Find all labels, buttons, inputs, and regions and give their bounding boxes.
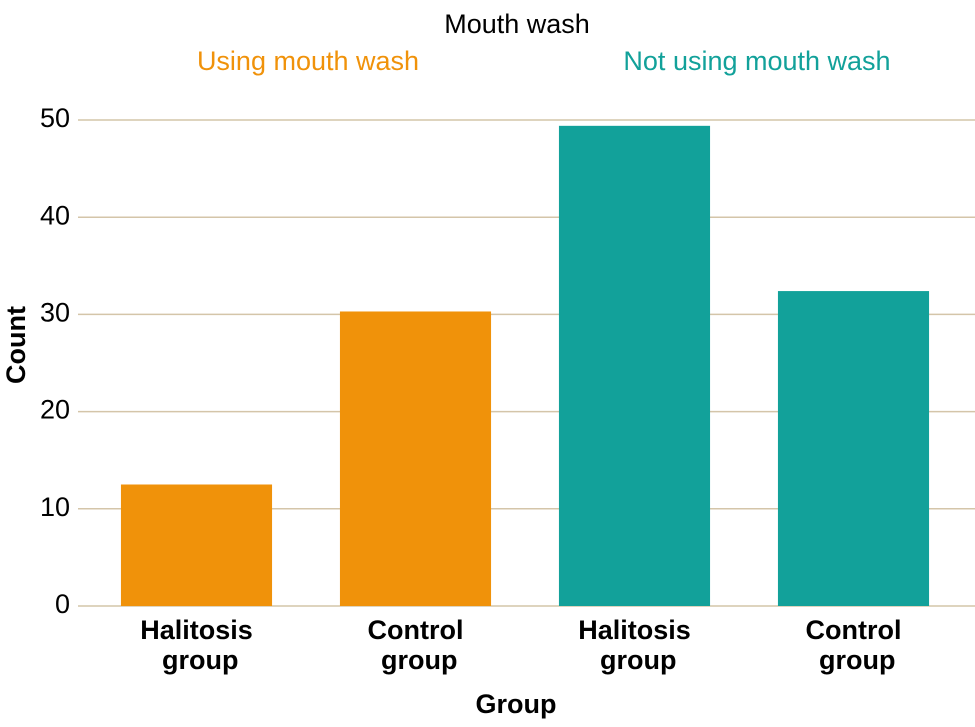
- y-tick-label: 40: [40, 200, 70, 230]
- x-tick-label: Control group: [368, 615, 464, 675]
- x-tick-label: Halitosis group: [578, 615, 691, 675]
- x-tick-label: Halitosis group: [140, 615, 253, 675]
- y-tick-label: 20: [40, 395, 70, 425]
- x-tick-label: Control group: [806, 615, 902, 675]
- y-tick-label: 50: [40, 103, 70, 133]
- legend-entry: Not using mouth wash: [623, 46, 890, 76]
- legend-entry: Using mouth wash: [197, 46, 419, 76]
- bar: [120, 484, 273, 606]
- bar: [339, 311, 492, 606]
- x-axis-title: Group: [476, 689, 557, 719]
- bar: [558, 125, 711, 606]
- y-tick-label: 0: [55, 589, 70, 619]
- y-tick-label: 10: [40, 492, 70, 522]
- y-axis-title: Count: [1, 306, 31, 384]
- legend-title: Mouth wash: [444, 9, 590, 39]
- bar: [777, 291, 930, 606]
- y-tick-label: 30: [40, 298, 70, 328]
